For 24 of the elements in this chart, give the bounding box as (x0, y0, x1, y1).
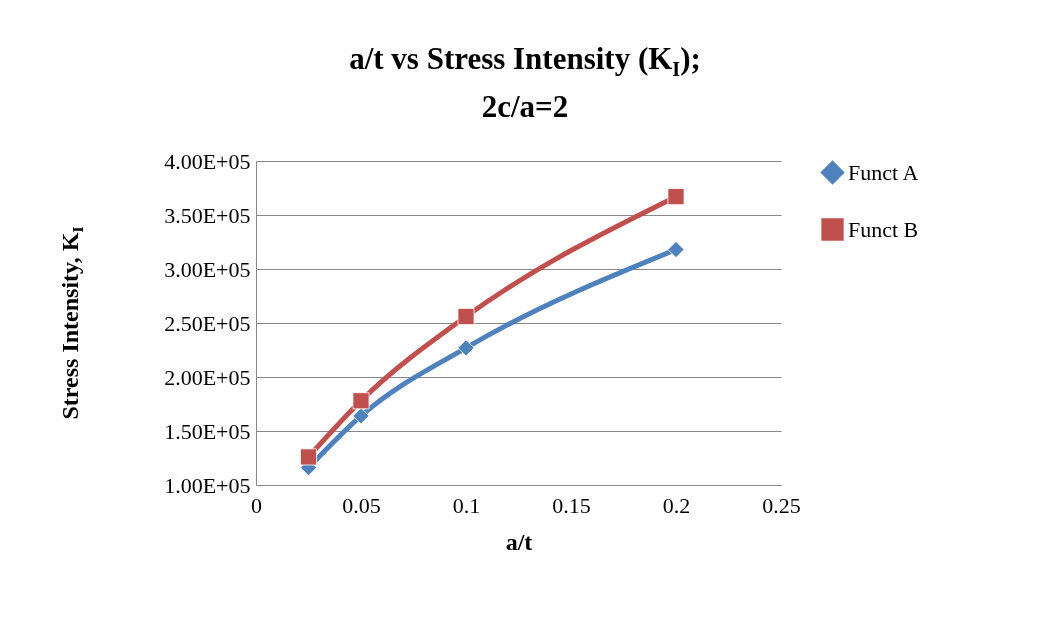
legend-label: Funct B (848, 216, 919, 242)
point (300, 448, 317, 466)
x-tick-label: 0.05 (342, 492, 381, 518)
x-axis-title: a/t (505, 528, 533, 555)
point (352, 392, 370, 410)
y-tick-label: 3.00E+05 (164, 256, 251, 282)
y-tick-label: 1.50E+05 (164, 418, 251, 444)
point (457, 339, 475, 357)
x-tick-label: 0.1 (452, 492, 481, 518)
x-tick-label: 0.2 (662, 492, 691, 518)
y-tick-label: 2.50E+05 (164, 310, 251, 336)
point (352, 407, 370, 425)
legend-label: Funct A (848, 159, 919, 185)
y-tick-label: 3.50E+05 (164, 202, 251, 228)
point (667, 188, 685, 206)
x-tick-label: 0.25 (762, 492, 801, 518)
y-tick-label: 4.00E+05 (164, 148, 251, 174)
x-tick-label: 0.15 (552, 492, 591, 518)
point (457, 308, 475, 325)
chart-title: a/t vs Stress Intensity (K$_{I}$); 2c/a=2 (349, 41, 701, 125)
y-tick-label: 2.00E+05 (164, 364, 251, 390)
y-tick-label: 1.00E+05 (164, 472, 251, 498)
point (667, 241, 685, 259)
x-tick-label: 0 (251, 492, 262, 518)
